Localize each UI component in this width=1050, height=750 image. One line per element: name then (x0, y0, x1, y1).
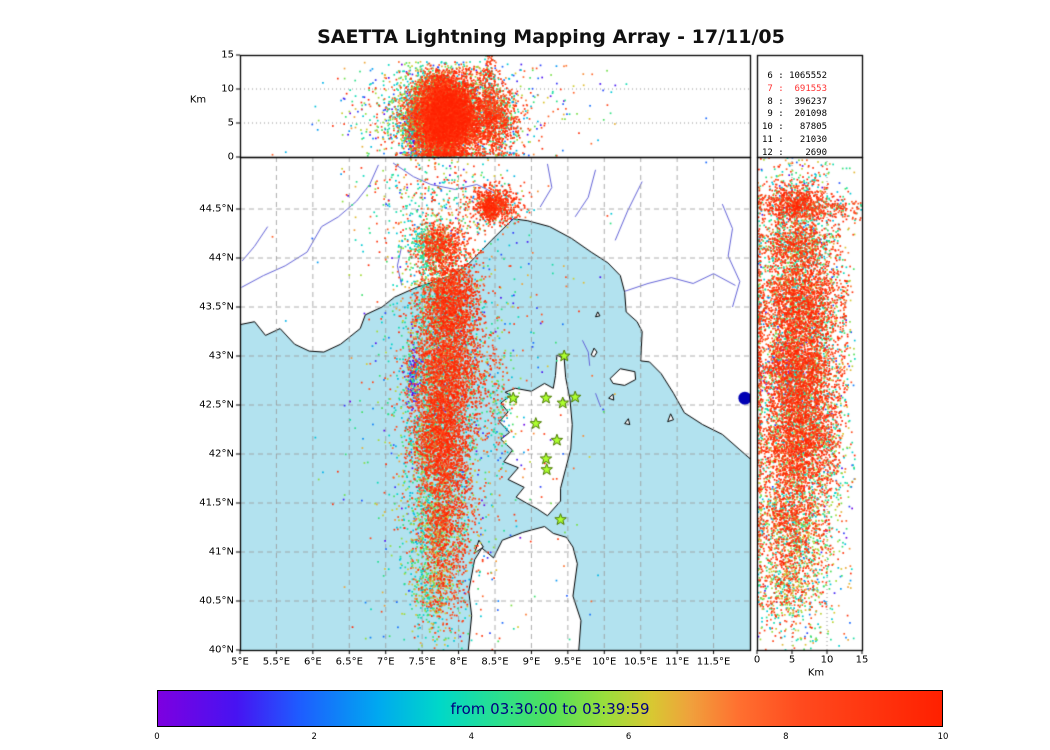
lon-tick-label: 6°E (304, 656, 322, 668)
altitude-tick-label: 0 (227, 151, 234, 163)
lon-tick-label: 10.5°E (623, 656, 658, 668)
lon-tick-label: 6.5°E (335, 656, 363, 668)
lon-tick-label: 10°E (592, 656, 617, 668)
lat-tick-label: 42.5°N (199, 399, 234, 411)
lon-tick-label: 11.5°E (696, 656, 731, 668)
colorbar-label: from 03:30:00 to 03:39:59 (450, 699, 650, 718)
figure-title: SAETTA Lightning Mapping Array - 17/11/0… (317, 26, 785, 48)
altitude-tick-label: 15 (855, 654, 869, 666)
source-count-row: 12 : 2690 (762, 147, 828, 158)
source-count-row: 8 : 396237 (762, 96, 828, 107)
colorbar-tick-label: 10 (937, 732, 949, 742)
altitude-tick-label: 15 (221, 49, 234, 61)
lon-tick-label: 5°E (231, 656, 249, 668)
lat-tick-label: 43°N (208, 350, 234, 362)
altitude-tick-label: 10 (221, 83, 234, 95)
altitude-tick-label: 0 (753, 654, 761, 666)
colorbar-tick-label: 8 (783, 732, 789, 742)
lon-tick-label: 9°E (522, 656, 541, 668)
altitude-tick-label: 5 (788, 654, 796, 666)
lat-tick-label: 41°N (208, 546, 234, 558)
lon-tick-label: 8.5°E (481, 656, 509, 668)
lat-tick-label: 41.5°N (199, 497, 234, 509)
lat-tick-label: 44°N (208, 252, 234, 264)
source-count-row: 9 : 201098 (762, 109, 828, 120)
colorbar-tick-label: 6 (625, 732, 632, 742)
lat-tick-label: 44.5°N (199, 203, 234, 215)
colorbar-tick-label: 4 (468, 732, 475, 742)
altitude-axis-unit-top: Km (189, 94, 207, 106)
lon-tick-label: 8°E (449, 656, 468, 668)
colorbar-tick-label: 2 (311, 732, 317, 742)
altitude-tick-label: 5 (227, 117, 234, 129)
time-colorbar: from 03:30:00 to 03:39:59 (157, 690, 943, 727)
lat-tick-label: 42°N (208, 448, 234, 460)
lat-tick-label: 43.5°N (199, 301, 234, 313)
lon-tick-label: 5.5°E (262, 656, 291, 668)
altitude-tick-label: 10 (820, 654, 834, 666)
source-count-row: 11 : 21030 (762, 134, 828, 145)
lat-tick-label: 40.5°N (199, 595, 234, 607)
source-count-row: 10 : 87805 (762, 122, 828, 133)
lon-tick-label: 9.5°E (554, 656, 582, 668)
lon-tick-label: 11°E (665, 656, 690, 668)
lon-tick-label: 7.5°E (408, 656, 436, 668)
altitude-axis-unit-right: Km (807, 667, 825, 679)
lon-tick-label: 7°E (376, 656, 395, 668)
source-count-row: 6 : 1065552 (762, 71, 828, 81)
colorbar-tick-label: 0 (154, 732, 160, 742)
source-count-row: 7 : 691553 (762, 83, 828, 94)
lat-tick-label: 40°N (208, 644, 234, 656)
source-count-box: 6 : 1065552 7 : 691553 8 : 396237 9 : 20… (757, 55, 862, 158)
